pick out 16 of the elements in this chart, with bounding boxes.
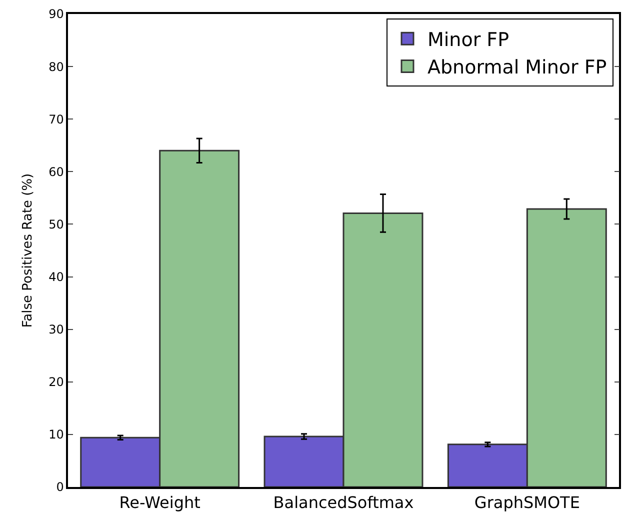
y-tick-label: 30 bbox=[48, 322, 64, 337]
y-tick-label: 90 bbox=[48, 7, 64, 22]
y-axis-title: False Positives Rate (%) bbox=[20, 173, 36, 328]
y-tick-label: 60 bbox=[48, 164, 64, 179]
y-tick-label: 10 bbox=[48, 428, 64, 442]
legend-label: Abnormal Minor FP bbox=[427, 56, 607, 79]
y-tick-label: 0 bbox=[56, 480, 64, 494]
legend-label: Minor FP bbox=[427, 28, 510, 51]
y-tick-label: 80 bbox=[48, 60, 64, 74]
y-tick-label: 70 bbox=[48, 112, 64, 126]
x-tick-label: BalancedSoftmax bbox=[273, 492, 414, 512]
y-tick-label: 20 bbox=[48, 375, 64, 390]
y-tick-label: 50 bbox=[48, 217, 64, 232]
x-tick-label: Re-Weight bbox=[119, 492, 200, 512]
y-tick-label: 40 bbox=[48, 270, 64, 284]
x-tick-label: GraphSMOTE bbox=[474, 492, 580, 512]
